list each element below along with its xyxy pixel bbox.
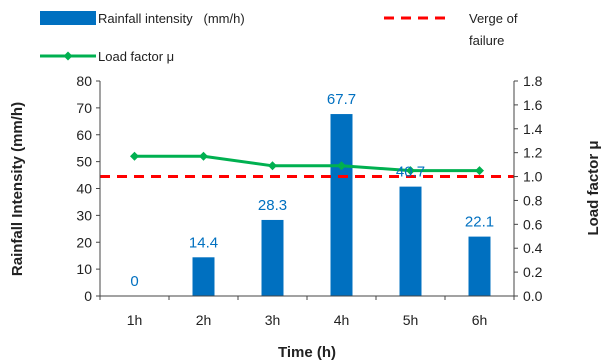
load-factor-polyline: [134, 154, 480, 173]
x-axis-title: Time (h): [278, 344, 336, 361]
right-tick-label: 1.0: [523, 169, 543, 185]
right-tick-label: 0.2: [523, 264, 543, 280]
legend-label-load-factor: Load factor μ: [98, 49, 174, 64]
bar-data-label: 22.1: [465, 214, 494, 231]
legend-marker-load-factor: [63, 51, 73, 61]
right-tick-label: 0.0: [523, 288, 543, 304]
bar-data-labels: 0 14.4 28.3 67.7 40.7 22.1: [130, 91, 494, 290]
load-factor-point-2h: [199, 151, 208, 161]
right-axis-ticks: 0.0 0.2 0.4 0.6 0.8 1.0 1.2 1.4 1.6 1.8: [514, 73, 543, 304]
left-tick-label: 30: [76, 207, 92, 223]
load-factor-point-4h: [337, 161, 346, 171]
bar-6h: [468, 236, 491, 296]
right-tick-label: 1.4: [523, 121, 543, 137]
x-tick-label: 2h: [196, 312, 212, 328]
legend-swatch-rainfall: [40, 11, 96, 25]
load-factor-point-5h: [406, 166, 415, 176]
load-factor-line: [130, 151, 484, 176]
x-tick-label: 1h: [127, 312, 143, 328]
load-factor-point-3h: [268, 161, 277, 171]
left-tick-label: 20: [76, 234, 92, 250]
bar-4h: [330, 114, 353, 297]
bar-5h: [399, 186, 422, 296]
left-tick-label: 40: [76, 181, 92, 197]
right-tick-label: 1.2: [523, 145, 543, 161]
right-tick-label: 1.6: [523, 97, 543, 113]
legend-label-failure-line2: failure: [469, 33, 504, 48]
right-tick-label: 0.6: [523, 216, 543, 232]
bar-data-label: 0: [130, 273, 138, 290]
load-factor-point-1h: [130, 151, 139, 161]
bar-data-label: 67.7: [327, 91, 356, 108]
legend-label-failure-line1: Verge of: [469, 11, 518, 26]
right-tick-label: 0.4: [523, 240, 543, 256]
y-axis-title: Rainfall Intensity (mm/h): [9, 102, 26, 276]
x-tick-label: 3h: [265, 312, 281, 328]
left-axis-ticks: 0 10 20 30 40 50 60 70 80: [76, 73, 100, 304]
axes: [99, 81, 515, 297]
left-tick-label: 70: [76, 100, 92, 116]
x-tick-label: 4h: [334, 312, 350, 328]
right-tick-label: 0.8: [523, 192, 543, 208]
legend: Rainfall intensity (mm/h) Verge of failu…: [40, 11, 518, 64]
bar-data-label: 40.7: [396, 164, 425, 181]
x-tick-label: 5h: [403, 312, 419, 328]
bar-3h: [261, 219, 284, 296]
x-axis-ticks: 1h 2h 3h 4h 5h 6h: [99, 296, 515, 328]
x-tick-label: 6h: [472, 312, 488, 328]
left-tick-label: 50: [76, 154, 92, 170]
left-tick-label: 10: [76, 261, 92, 277]
load-factor-point-6h: [475, 166, 484, 176]
left-tick-label: 80: [76, 73, 92, 89]
bar-data-label: 28.3: [258, 197, 287, 214]
bar-data-label: 14.4: [189, 234, 218, 251]
left-tick-label: 60: [76, 127, 92, 143]
rainfall-bars: [192, 114, 491, 297]
right-tick-label: 1.8: [523, 73, 543, 89]
y2-axis-title: Load factor μ: [585, 140, 602, 235]
legend-label-rainfall: Rainfall intensity (mm/h): [98, 11, 245, 26]
left-tick-label: 0: [84, 288, 92, 304]
bar-2h: [192, 257, 215, 296]
